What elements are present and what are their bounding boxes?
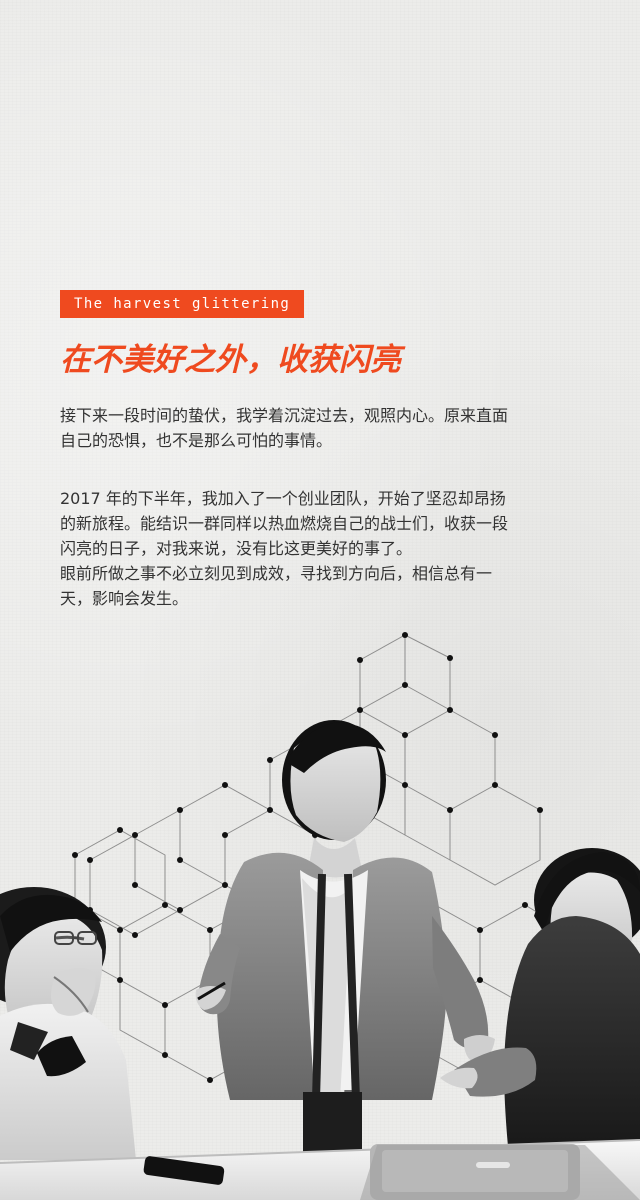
page-title: 在不美好之外，收获闪亮 [60, 342, 401, 378]
seated-right-person [440, 848, 640, 1200]
team-photo-illustration [0, 630, 640, 1200]
story-paragraph-3: 眼前所做之事不必立刻见到成效，寻找到方向后，相信总有一 天，影响会发生。 [60, 564, 493, 608]
standing-woman [195, 720, 495, 1200]
headline-tag: The harvest glittering [60, 290, 305, 318]
story-paragraph-2: 2017 年的下半年，我加入了一个创业团队，开始了坚忍却昂扬 的新旅程。能结识一… [60, 489, 509, 558]
story-copy: 接下来一段时间的蛰伏，我学着沉淀过去，观照内心。原来直面 自己的恐惧，也不是那么… [60, 403, 580, 611]
team-meeting-image [0, 632, 640, 1200]
seated-left-person [0, 887, 136, 1160]
desk-items [143, 1144, 640, 1200]
story-paragraph-1: 接下来一段时间的蛰伏，我学着沉淀过去，观照内心。原来直面 自己的恐惧，也不是那么… [60, 406, 509, 450]
